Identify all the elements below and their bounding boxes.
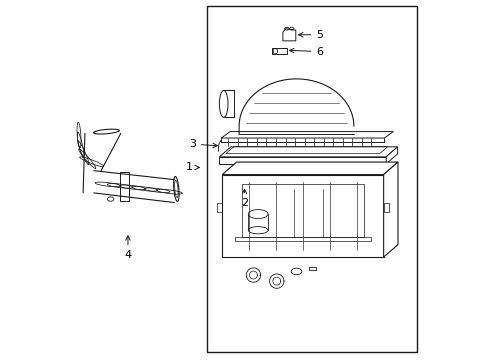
Polygon shape — [221, 132, 392, 138]
Polygon shape — [222, 162, 397, 175]
Polygon shape — [222, 175, 383, 257]
Polygon shape — [386, 147, 397, 164]
Text: 6: 6 — [289, 46, 323, 57]
Bar — [242, 184, 363, 237]
Bar — [206, 6, 416, 352]
Text: 4: 4 — [124, 236, 131, 260]
Text: 3: 3 — [189, 139, 217, 149]
Text: 2: 2 — [241, 189, 247, 208]
Polygon shape — [219, 147, 397, 157]
Text: 5: 5 — [298, 30, 323, 40]
Text: 1: 1 — [185, 162, 199, 172]
Polygon shape — [383, 162, 397, 257]
Bar — [234, 237, 370, 241]
Bar — [120, 172, 128, 201]
Polygon shape — [219, 157, 386, 164]
